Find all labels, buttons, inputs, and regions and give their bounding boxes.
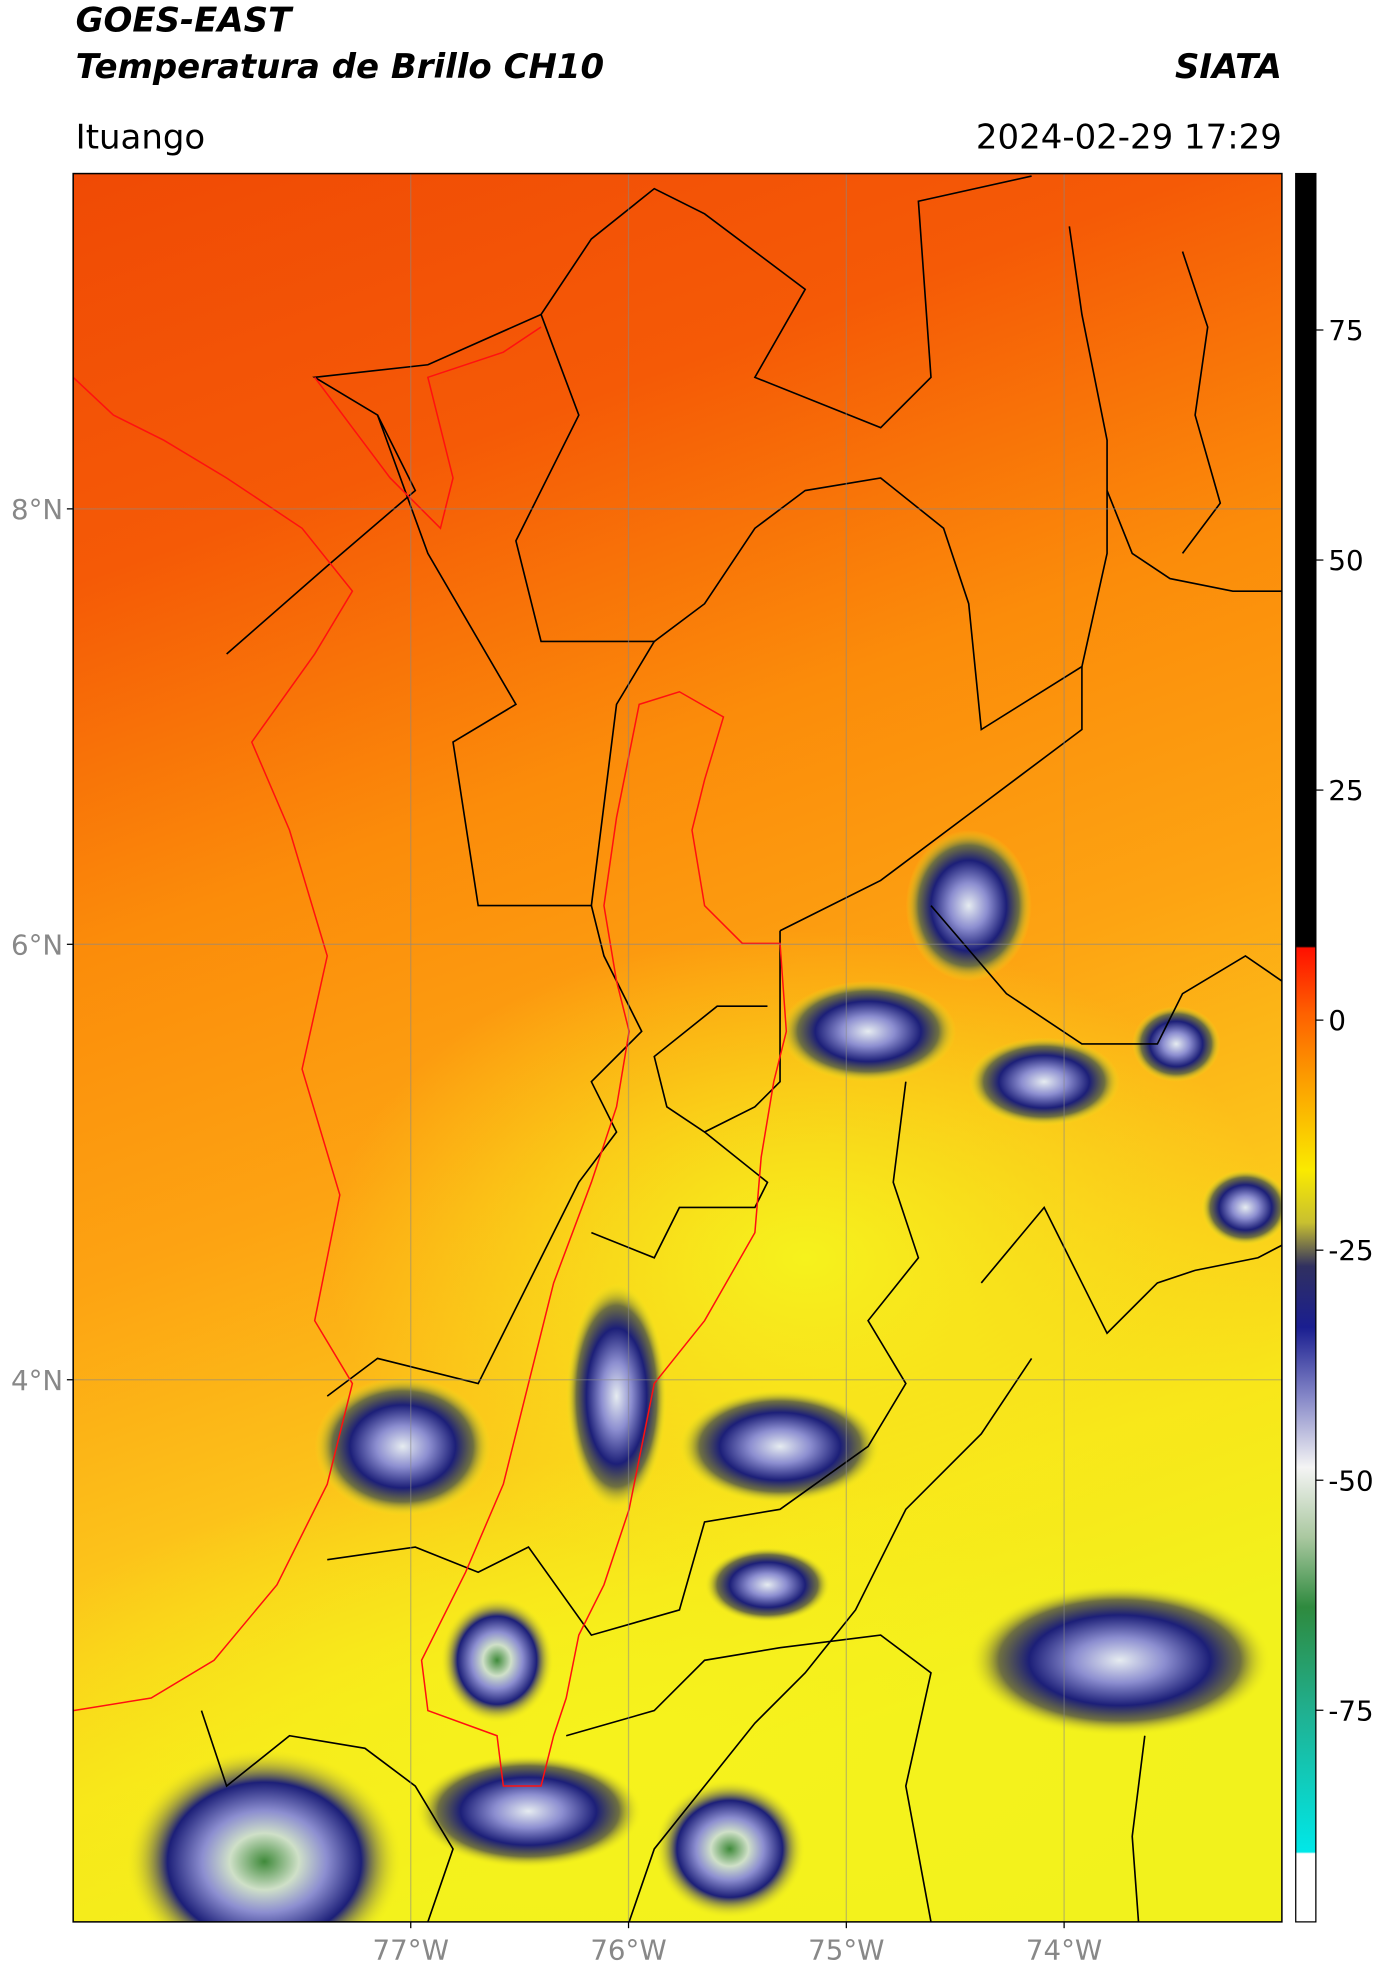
lat-tick-label: 4°N bbox=[11, 1364, 63, 1397]
colorbar-tick-label: 50 bbox=[1328, 544, 1363, 577]
title: GOES-EAST bbox=[76, 0, 294, 40]
coastline-and-watershed bbox=[73, 326, 788, 1787]
colorbar-tick-label: 75 bbox=[1328, 314, 1363, 347]
colorbar-tick-label: -50 bbox=[1328, 1464, 1373, 1497]
lon-tick-label: 76°W bbox=[590, 1934, 666, 1967]
colorbar bbox=[1295, 172, 1317, 1923]
lon-tick-label: 75°W bbox=[808, 1934, 884, 1967]
source: SIATA bbox=[1175, 47, 1282, 87]
map-image bbox=[73, 173, 1282, 1922]
lat-tick-label: 6°N bbox=[11, 928, 63, 961]
map-frame bbox=[72, 172, 1283, 1923]
geo-ticks: 8°N 6°N 4°N 77°W 76°W 75°W 74°W bbox=[11, 493, 1102, 1967]
admin-borders bbox=[200, 175, 1282, 1922]
graticule bbox=[73, 173, 1282, 1922]
lon-tick-label: 74°W bbox=[1026, 1934, 1102, 1967]
colorbar-ticks: 75 50 25 0 -25 -50 -75 bbox=[1315, 314, 1374, 1727]
timestamp: 2024-02-29 17:29 bbox=[976, 117, 1282, 157]
subtitle: Temperatura de Brillo CH10 bbox=[76, 47, 604, 87]
colorbar-tick-label: -25 bbox=[1328, 1234, 1373, 1267]
colorbar-tick-label: 25 bbox=[1328, 774, 1363, 807]
cloud-cells bbox=[73, 830, 1282, 1922]
colorbar-tick-label: -75 bbox=[1328, 1694, 1373, 1727]
colorbar-tick-label: 0 bbox=[1328, 1004, 1346, 1037]
region: Ituango bbox=[76, 117, 206, 157]
lon-tick-label: 77°W bbox=[373, 1934, 449, 1967]
lat-tick-label: 8°N bbox=[11, 493, 63, 526]
